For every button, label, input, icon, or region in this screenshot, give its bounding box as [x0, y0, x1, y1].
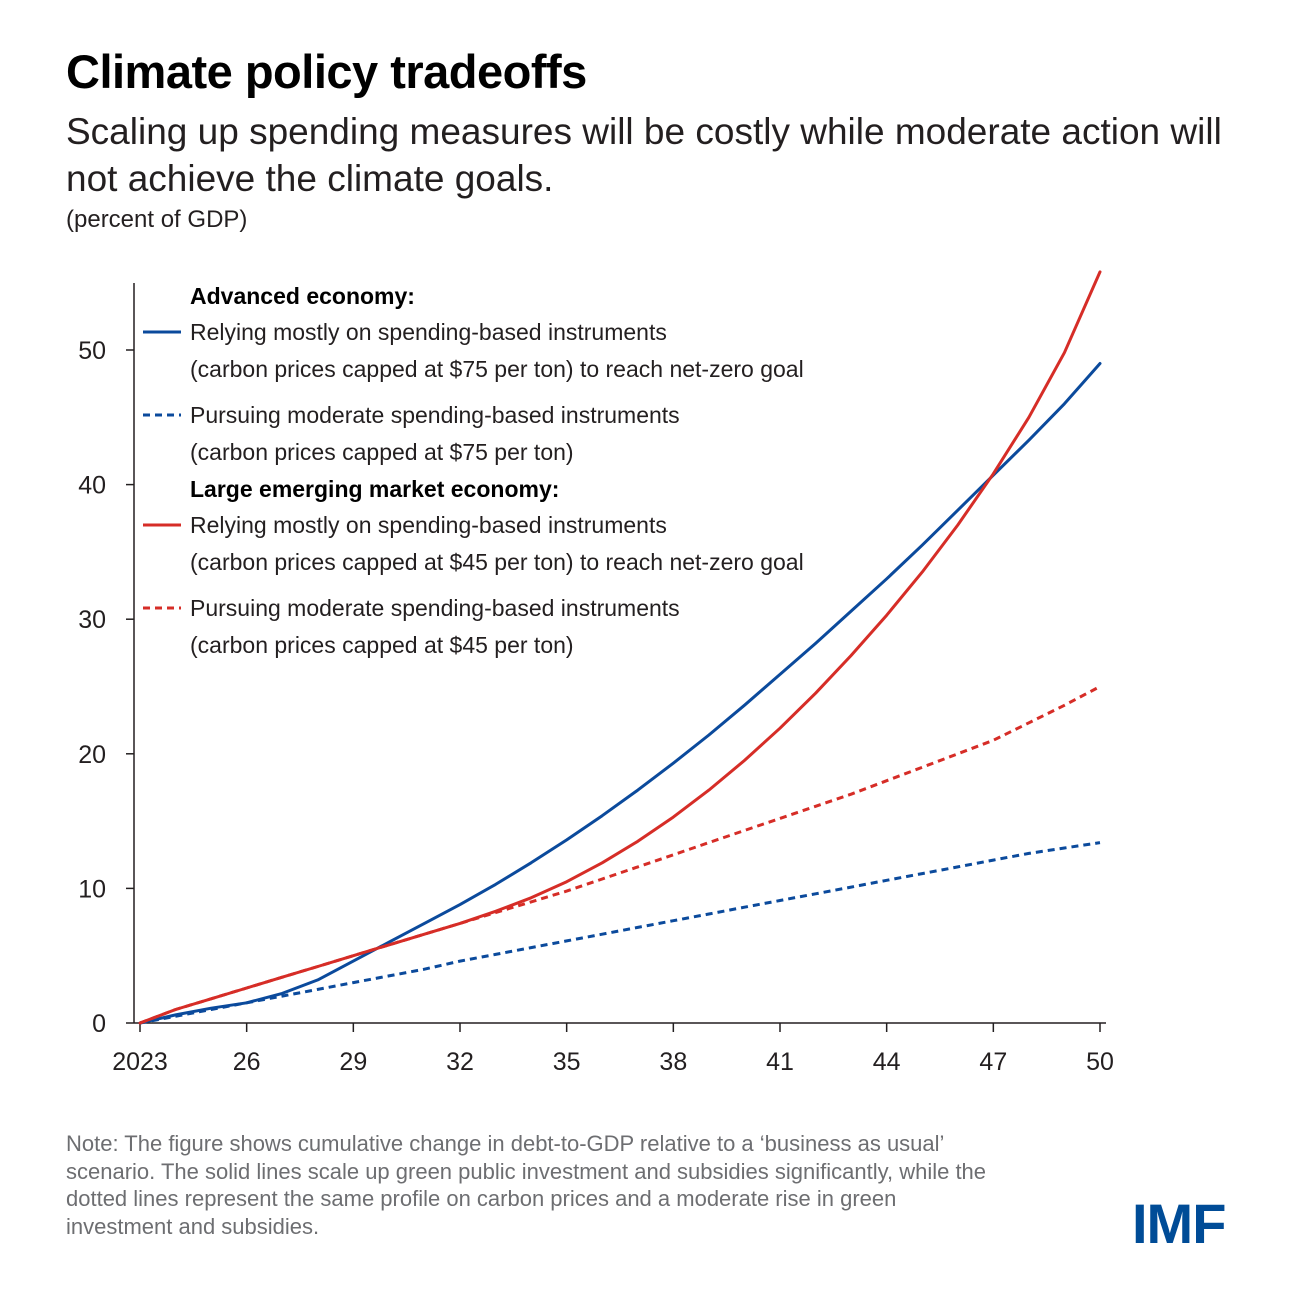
legend: Advanced economy: Relying mostly on spend…	[143, 283, 804, 658]
axes: 0 10 20 30 40 50 2023 26 29 32 35 38 41 44 47 50	[78, 283, 1114, 1076]
advanced-moderate-line	[139, 841, 1101, 1025]
chart-title: Climate policy tradeoffs	[66, 45, 587, 98]
legend-entry-line1: Pursuing moderate spending-based instrum…	[190, 595, 680, 621]
y-tick-label: 30	[78, 606, 106, 634]
x-tick-label: 44	[873, 1048, 901, 1076]
footnote: Note: The figure shows cumulative change…	[66, 1131, 987, 1239]
x-tick-label: 26	[233, 1048, 261, 1076]
imf-logo: IMF	[1132, 1192, 1226, 1255]
x-tick-label: 41	[766, 1048, 794, 1076]
legend-heading: Large emerging market economy:	[190, 476, 559, 502]
units-label: (percent of GDP)	[66, 206, 248, 233]
legend-entry-line2: (carbon prices capped at $45 per ton)	[190, 632, 574, 658]
y-tick-label: 0	[92, 1010, 106, 1038]
y-tick-label: 20	[78, 741, 106, 769]
x-tick-label: 47	[979, 1048, 1007, 1076]
legend-entry-line1: Relying mostly on spending-based instrum…	[190, 512, 667, 538]
x-tick-label: 38	[659, 1048, 687, 1076]
x-tick-label: 32	[446, 1048, 474, 1076]
y-tick-label: 50	[78, 337, 106, 365]
legend-entry-line1: Relying mostly on spending-based instrum…	[190, 319, 667, 345]
series-lines	[138, 270, 1102, 1025]
x-tick-label: 50	[1086, 1048, 1114, 1076]
x-tick-label: 29	[339, 1048, 367, 1076]
x-tick-label: 2023	[112, 1048, 168, 1076]
legend-entry-line2: (carbon prices capped at $45 per ton) to…	[190, 549, 804, 575]
x-tick-label: 35	[553, 1048, 581, 1076]
y-tick-label: 40	[78, 472, 106, 500]
legend-entry-line2: (carbon prices capped at $75 per ton)	[190, 439, 574, 465]
line-chart: 0 10 20 30 40 50 2023 26 29 32 35 38 41 44 47 50 Advanc…	[78, 270, 1114, 1076]
advanced-spending-line	[138, 362, 1102, 1025]
emerging-moderate-line	[139, 685, 1101, 1025]
chart-subtitle: Scaling up spending measures will be cos…	[66, 111, 1222, 199]
legend-entry-line1: Pursuing moderate spending-based instrum…	[190, 402, 680, 428]
legend-entry-line2: (carbon prices capped at $75 per ton) to…	[190, 356, 804, 382]
legend-heading: Advanced economy:	[190, 283, 415, 309]
y-tick-label: 10	[78, 875, 106, 903]
